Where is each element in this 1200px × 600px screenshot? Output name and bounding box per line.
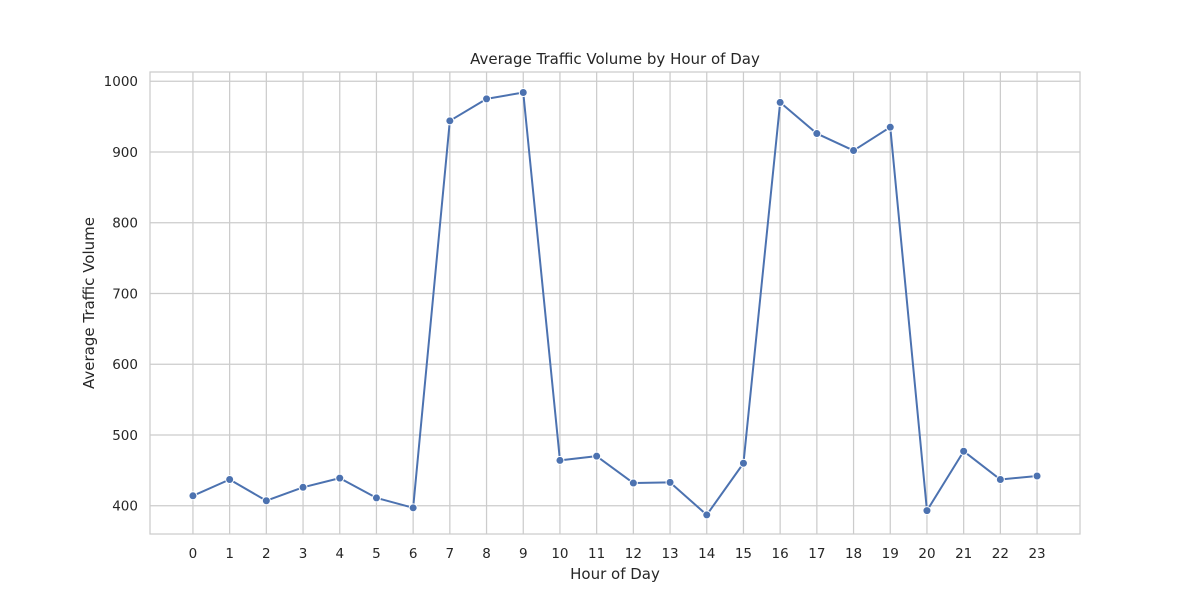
data-point — [702, 510, 712, 520]
data-point — [922, 506, 932, 516]
data-point — [445, 116, 455, 126]
y-tick-label: 500 — [112, 428, 138, 444]
x-tick-label: 21 — [955, 546, 972, 562]
data-point — [959, 446, 969, 456]
data-point — [482, 94, 492, 104]
y-tick-label: 400 — [112, 499, 138, 515]
x-axis-label: Hour of Day — [570, 565, 660, 583]
x-tick-label: 18 — [845, 546, 862, 562]
data-point — [995, 475, 1005, 485]
data-point — [738, 458, 748, 468]
data-point — [225, 475, 235, 485]
y-tick-label: 700 — [112, 286, 138, 302]
series-layer — [188, 88, 1042, 520]
data-point — [555, 455, 565, 465]
data-point — [812, 129, 822, 139]
x-tick-label: 2 — [262, 546, 271, 562]
x-tick-label: 13 — [661, 546, 678, 562]
x-tick-label: 4 — [335, 546, 344, 562]
x-tick-label: 15 — [735, 546, 752, 562]
data-point — [628, 478, 638, 488]
x-tick-label: 11 — [588, 546, 605, 562]
y-tick-label: 600 — [112, 357, 138, 373]
data-point — [335, 473, 345, 483]
x-tick-label: 10 — [551, 546, 568, 562]
x-tick-label: 5 — [372, 546, 381, 562]
x-tick-label: 22 — [992, 546, 1009, 562]
x-tick-label: 6 — [409, 546, 418, 562]
data-point — [298, 482, 308, 492]
y-tick-label: 900 — [112, 145, 138, 161]
y-tick-label: 1000 — [104, 74, 138, 90]
x-tick-label: 3 — [299, 546, 308, 562]
x-tick-label: 0 — [189, 546, 198, 562]
x-tick-label: 19 — [882, 546, 899, 562]
data-point — [1032, 471, 1042, 481]
grid-layer — [150, 72, 1080, 534]
x-tick-label: 9 — [519, 546, 528, 562]
plot-frame — [149, 71, 1081, 535]
y-tick-label: 800 — [112, 216, 138, 232]
data-point — [665, 477, 675, 487]
data-point — [188, 491, 198, 501]
x-tick-label: 1 — [225, 546, 234, 562]
data-point — [885, 122, 895, 132]
x-tick-label: 20 — [918, 546, 935, 562]
x-tick-labels: 0 1 2 3 4 5 6 7 8 9 10 11 12 13 14 15 16 17 18 19 20 21 22 23 — [189, 546, 1046, 562]
x-tick-label: 7 — [446, 546, 455, 562]
chart-title: Average Traffic Volume by Hour of Day — [470, 50, 760, 68]
data-point — [371, 493, 381, 503]
y-tick-labels: 400 500 600 700 800 900 1000 — [104, 74, 138, 515]
data-point — [408, 503, 418, 513]
data-point — [261, 496, 271, 506]
x-tick-label: 8 — [482, 546, 491, 562]
x-tick-label: 16 — [772, 546, 789, 562]
x-tick-label: 12 — [625, 546, 642, 562]
data-point — [592, 451, 602, 461]
x-tick-label: 23 — [1028, 546, 1045, 562]
data-point — [849, 146, 859, 156]
x-tick-label: 17 — [808, 546, 825, 562]
series-line — [192, 91, 1038, 516]
y-axis-label: Average Traffic Volume — [80, 217, 98, 389]
data-point — [775, 97, 785, 107]
data-point — [518, 88, 528, 98]
x-tick-label: 14 — [698, 546, 715, 562]
